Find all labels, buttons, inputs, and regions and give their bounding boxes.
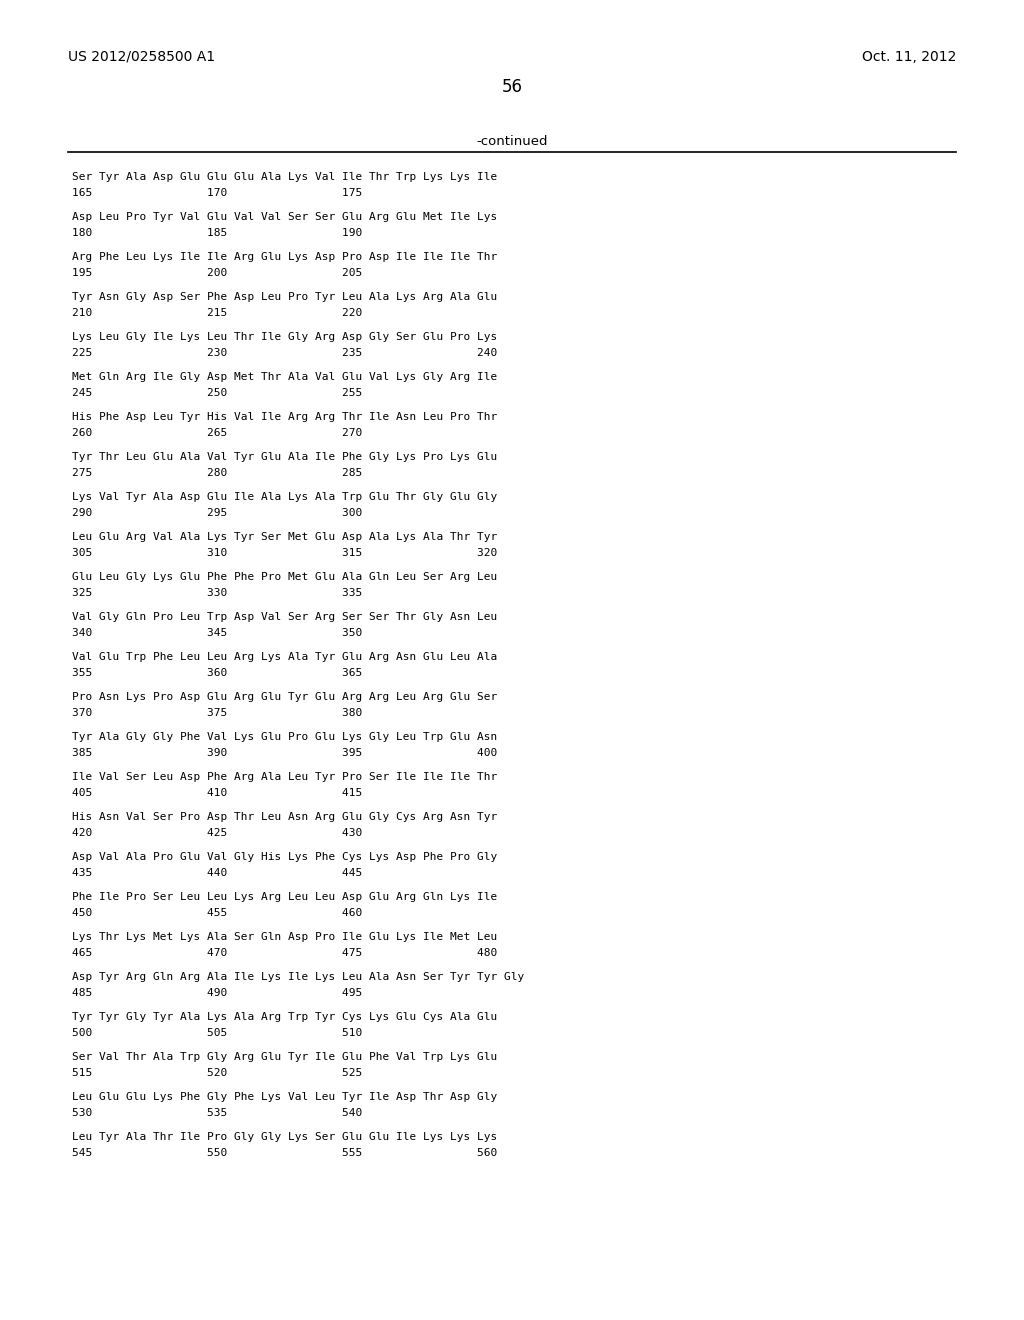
Text: 245                 250                 255: 245 250 255: [72, 388, 362, 399]
Text: Tyr Thr Leu Glu Ala Val Tyr Glu Ala Ile Phe Gly Lys Pro Lys Glu: Tyr Thr Leu Glu Ala Val Tyr Glu Ala Ile …: [72, 451, 498, 462]
Text: 195                 200                 205: 195 200 205: [72, 268, 362, 279]
Text: Ser Tyr Ala Asp Glu Glu Glu Ala Lys Val Ile Thr Trp Lys Lys Ile: Ser Tyr Ala Asp Glu Glu Glu Ala Lys Val …: [72, 172, 498, 182]
Text: Arg Phe Leu Lys Ile Ile Arg Glu Lys Asp Pro Asp Ile Ile Ile Thr: Arg Phe Leu Lys Ile Ile Arg Glu Lys Asp …: [72, 252, 498, 261]
Text: 355                 360                 365: 355 360 365: [72, 668, 362, 678]
Text: 340                 345                 350: 340 345 350: [72, 628, 362, 638]
Text: 530                 535                 540: 530 535 540: [72, 1107, 362, 1118]
Text: -continued: -continued: [476, 135, 548, 148]
Text: Glu Leu Gly Lys Glu Phe Phe Pro Met Glu Ala Gln Leu Ser Arg Leu: Glu Leu Gly Lys Glu Phe Phe Pro Met Glu …: [72, 572, 498, 582]
Text: His Asn Val Ser Pro Asp Thr Leu Asn Arg Glu Gly Cys Arg Asn Tyr: His Asn Val Ser Pro Asp Thr Leu Asn Arg …: [72, 812, 498, 822]
Text: 260                 265                 270: 260 265 270: [72, 428, 362, 438]
Text: Leu Tyr Ala Thr Ile Pro Gly Gly Lys Ser Glu Glu Ile Lys Lys Lys: Leu Tyr Ala Thr Ile Pro Gly Gly Lys Ser …: [72, 1133, 498, 1142]
Text: 56: 56: [502, 78, 522, 96]
Text: Lys Leu Gly Ile Lys Leu Thr Ile Gly Arg Asp Gly Ser Glu Pro Lys: Lys Leu Gly Ile Lys Leu Thr Ile Gly Arg …: [72, 333, 498, 342]
Text: 305                 310                 315                 320: 305 310 315 320: [72, 548, 498, 558]
Text: US 2012/0258500 A1: US 2012/0258500 A1: [68, 50, 215, 63]
Text: 275                 280                 285: 275 280 285: [72, 469, 362, 478]
Text: Tyr Asn Gly Asp Ser Phe Asp Leu Pro Tyr Leu Ala Lys Arg Ala Glu: Tyr Asn Gly Asp Ser Phe Asp Leu Pro Tyr …: [72, 292, 498, 302]
Text: Asp Val Ala Pro Glu Val Gly His Lys Phe Cys Lys Asp Phe Pro Gly: Asp Val Ala Pro Glu Val Gly His Lys Phe …: [72, 851, 498, 862]
Text: Tyr Ala Gly Gly Phe Val Lys Glu Pro Glu Lys Gly Leu Trp Glu Asn: Tyr Ala Gly Gly Phe Val Lys Glu Pro Glu …: [72, 733, 498, 742]
Text: Met Gln Arg Ile Gly Asp Met Thr Ala Val Glu Val Lys Gly Arg Ile: Met Gln Arg Ile Gly Asp Met Thr Ala Val …: [72, 372, 498, 381]
Text: 500                 505                 510: 500 505 510: [72, 1028, 362, 1038]
Text: Val Glu Trp Phe Leu Leu Arg Lys Ala Tyr Glu Arg Asn Glu Leu Ala: Val Glu Trp Phe Leu Leu Arg Lys Ala Tyr …: [72, 652, 498, 663]
Text: Phe Ile Pro Ser Leu Leu Lys Arg Leu Leu Asp Glu Arg Gln Lys Ile: Phe Ile Pro Ser Leu Leu Lys Arg Leu Leu …: [72, 892, 498, 902]
Text: Leu Glu Glu Lys Phe Gly Phe Lys Val Leu Tyr Ile Asp Thr Asp Gly: Leu Glu Glu Lys Phe Gly Phe Lys Val Leu …: [72, 1092, 498, 1102]
Text: Tyr Tyr Gly Tyr Ala Lys Ala Arg Trp Tyr Cys Lys Glu Cys Ala Glu: Tyr Tyr Gly Tyr Ala Lys Ala Arg Trp Tyr …: [72, 1012, 498, 1022]
Text: 420                 425                 430: 420 425 430: [72, 828, 362, 838]
Text: Ile Val Ser Leu Asp Phe Arg Ala Leu Tyr Pro Ser Ile Ile Ile Thr: Ile Val Ser Leu Asp Phe Arg Ala Leu Tyr …: [72, 772, 498, 781]
Text: 485                 490                 495: 485 490 495: [72, 987, 362, 998]
Text: 545                 550                 555                 560: 545 550 555 560: [72, 1148, 498, 1158]
Text: 435                 440                 445: 435 440 445: [72, 869, 362, 878]
Text: 290                 295                 300: 290 295 300: [72, 508, 362, 517]
Text: Oct. 11, 2012: Oct. 11, 2012: [861, 50, 956, 63]
Text: Val Gly Gln Pro Leu Trp Asp Val Ser Arg Ser Ser Thr Gly Asn Leu: Val Gly Gln Pro Leu Trp Asp Val Ser Arg …: [72, 612, 498, 622]
Text: 465                 470                 475                 480: 465 470 475 480: [72, 948, 498, 958]
Text: 385                 390                 395                 400: 385 390 395 400: [72, 748, 498, 758]
Text: Asp Leu Pro Tyr Val Glu Val Val Ser Ser Glu Arg Glu Met Ile Lys: Asp Leu Pro Tyr Val Glu Val Val Ser Ser …: [72, 213, 498, 222]
Text: 405                 410                 415: 405 410 415: [72, 788, 362, 799]
Text: His Phe Asp Leu Tyr His Val Ile Arg Arg Thr Ile Asn Leu Pro Thr: His Phe Asp Leu Tyr His Val Ile Arg Arg …: [72, 412, 498, 422]
Text: Pro Asn Lys Pro Asp Glu Arg Glu Tyr Glu Arg Arg Leu Arg Glu Ser: Pro Asn Lys Pro Asp Glu Arg Glu Tyr Glu …: [72, 692, 498, 702]
Text: Lys Val Tyr Ala Asp Glu Ile Ala Lys Ala Trp Glu Thr Gly Glu Gly: Lys Val Tyr Ala Asp Glu Ile Ala Lys Ala …: [72, 492, 498, 502]
Text: 210                 215                 220: 210 215 220: [72, 308, 362, 318]
Text: 165                 170                 175: 165 170 175: [72, 187, 362, 198]
Text: Asp Tyr Arg Gln Arg Ala Ile Lys Ile Lys Leu Ala Asn Ser Tyr Tyr Gly: Asp Tyr Arg Gln Arg Ala Ile Lys Ile Lys …: [72, 972, 524, 982]
Text: 450                 455                 460: 450 455 460: [72, 908, 362, 917]
Text: Ser Val Thr Ala Trp Gly Arg Glu Tyr Ile Glu Phe Val Trp Lys Glu: Ser Val Thr Ala Trp Gly Arg Glu Tyr Ile …: [72, 1052, 498, 1063]
Text: 325                 330                 335: 325 330 335: [72, 587, 362, 598]
Text: 225                 230                 235                 240: 225 230 235 240: [72, 348, 498, 358]
Text: 515                 520                 525: 515 520 525: [72, 1068, 362, 1078]
Text: Leu Glu Arg Val Ala Lys Tyr Ser Met Glu Asp Ala Lys Ala Thr Tyr: Leu Glu Arg Val Ala Lys Tyr Ser Met Glu …: [72, 532, 498, 543]
Text: 370                 375                 380: 370 375 380: [72, 708, 362, 718]
Text: 180                 185                 190: 180 185 190: [72, 228, 362, 238]
Text: Lys Thr Lys Met Lys Ala Ser Gln Asp Pro Ile Glu Lys Ile Met Leu: Lys Thr Lys Met Lys Ala Ser Gln Asp Pro …: [72, 932, 498, 942]
